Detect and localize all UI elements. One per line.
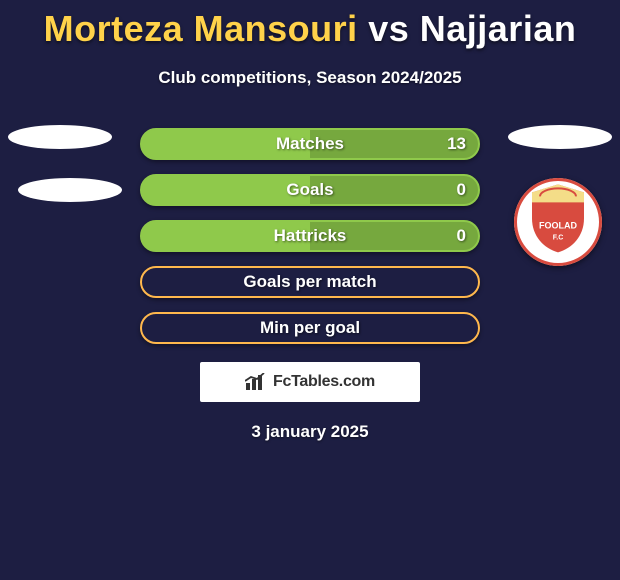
stat-label: Matches bbox=[276, 134, 344, 154]
stat-pill: Matches 13 bbox=[140, 128, 480, 160]
stat-label: Goals bbox=[286, 180, 333, 200]
decor-oval bbox=[508, 125, 612, 149]
stat-pill: Goals per match bbox=[140, 266, 480, 298]
stat-value-right: 13 bbox=[447, 134, 466, 154]
stat-pill: Min per goal bbox=[140, 312, 480, 344]
club-logo-foolad: FOOLAD F.C bbox=[514, 178, 602, 266]
stat-value-right: 0 bbox=[457, 226, 466, 246]
page-title: Morteza Mansouri vs Najjarian bbox=[0, 0, 620, 50]
stat-label: Min per goal bbox=[260, 318, 360, 338]
svg-text:FOOLAD: FOOLAD bbox=[539, 220, 577, 230]
date-text: 3 january 2025 bbox=[0, 422, 620, 442]
subtitle: Club competitions, Season 2024/2025 bbox=[0, 68, 620, 88]
footer-brand-badge: FcTables.com bbox=[200, 362, 420, 402]
bar-chart-icon bbox=[245, 373, 267, 391]
stat-label: Goals per match bbox=[243, 272, 376, 292]
footer-brand-text: FcTables.com bbox=[273, 373, 375, 391]
stat-value-right: 0 bbox=[457, 180, 466, 200]
decor-oval bbox=[18, 178, 122, 202]
player1-name: Morteza Mansouri bbox=[44, 8, 358, 49]
stat-label: Hattricks bbox=[274, 226, 347, 246]
stat-pill: Hattricks 0 bbox=[140, 220, 480, 252]
stat-pill: Goals 0 bbox=[140, 174, 480, 206]
svg-text:F.C: F.C bbox=[553, 234, 564, 241]
shield-icon: FOOLAD F.C bbox=[528, 182, 588, 254]
player2-name: Najjarian bbox=[420, 8, 577, 49]
decor-oval bbox=[8, 125, 112, 149]
vs-text: vs bbox=[368, 8, 409, 49]
